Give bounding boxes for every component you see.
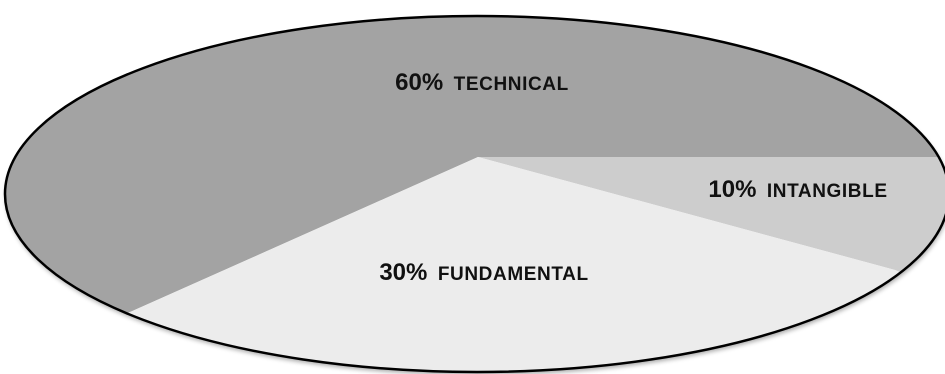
slice-name-fundamental: FUNDAMENTAL — [438, 264, 589, 285]
slice-name-technical: TECHNICAL — [454, 74, 569, 95]
slice-percent-intangible: 10% — [708, 176, 756, 203]
slice-label-technical: 60% TECHNICAL — [395, 69, 569, 96]
slice-percent-fundamental: 30% — [379, 259, 427, 286]
pie-slice-fundamental — [5, 157, 945, 372]
slice-name-intangible: INTANGIBLE — [767, 181, 888, 202]
pie-outline — [3, 14, 945, 374]
slice-label-intangible: 10% INTANGIBLE — [708, 176, 887, 203]
slice-percent-technical: 60% — [395, 69, 443, 96]
pie-slice-intangible — [478, 157, 945, 290]
slice-label-fundamental: 30% FUNDAMENTAL — [379, 259, 588, 286]
